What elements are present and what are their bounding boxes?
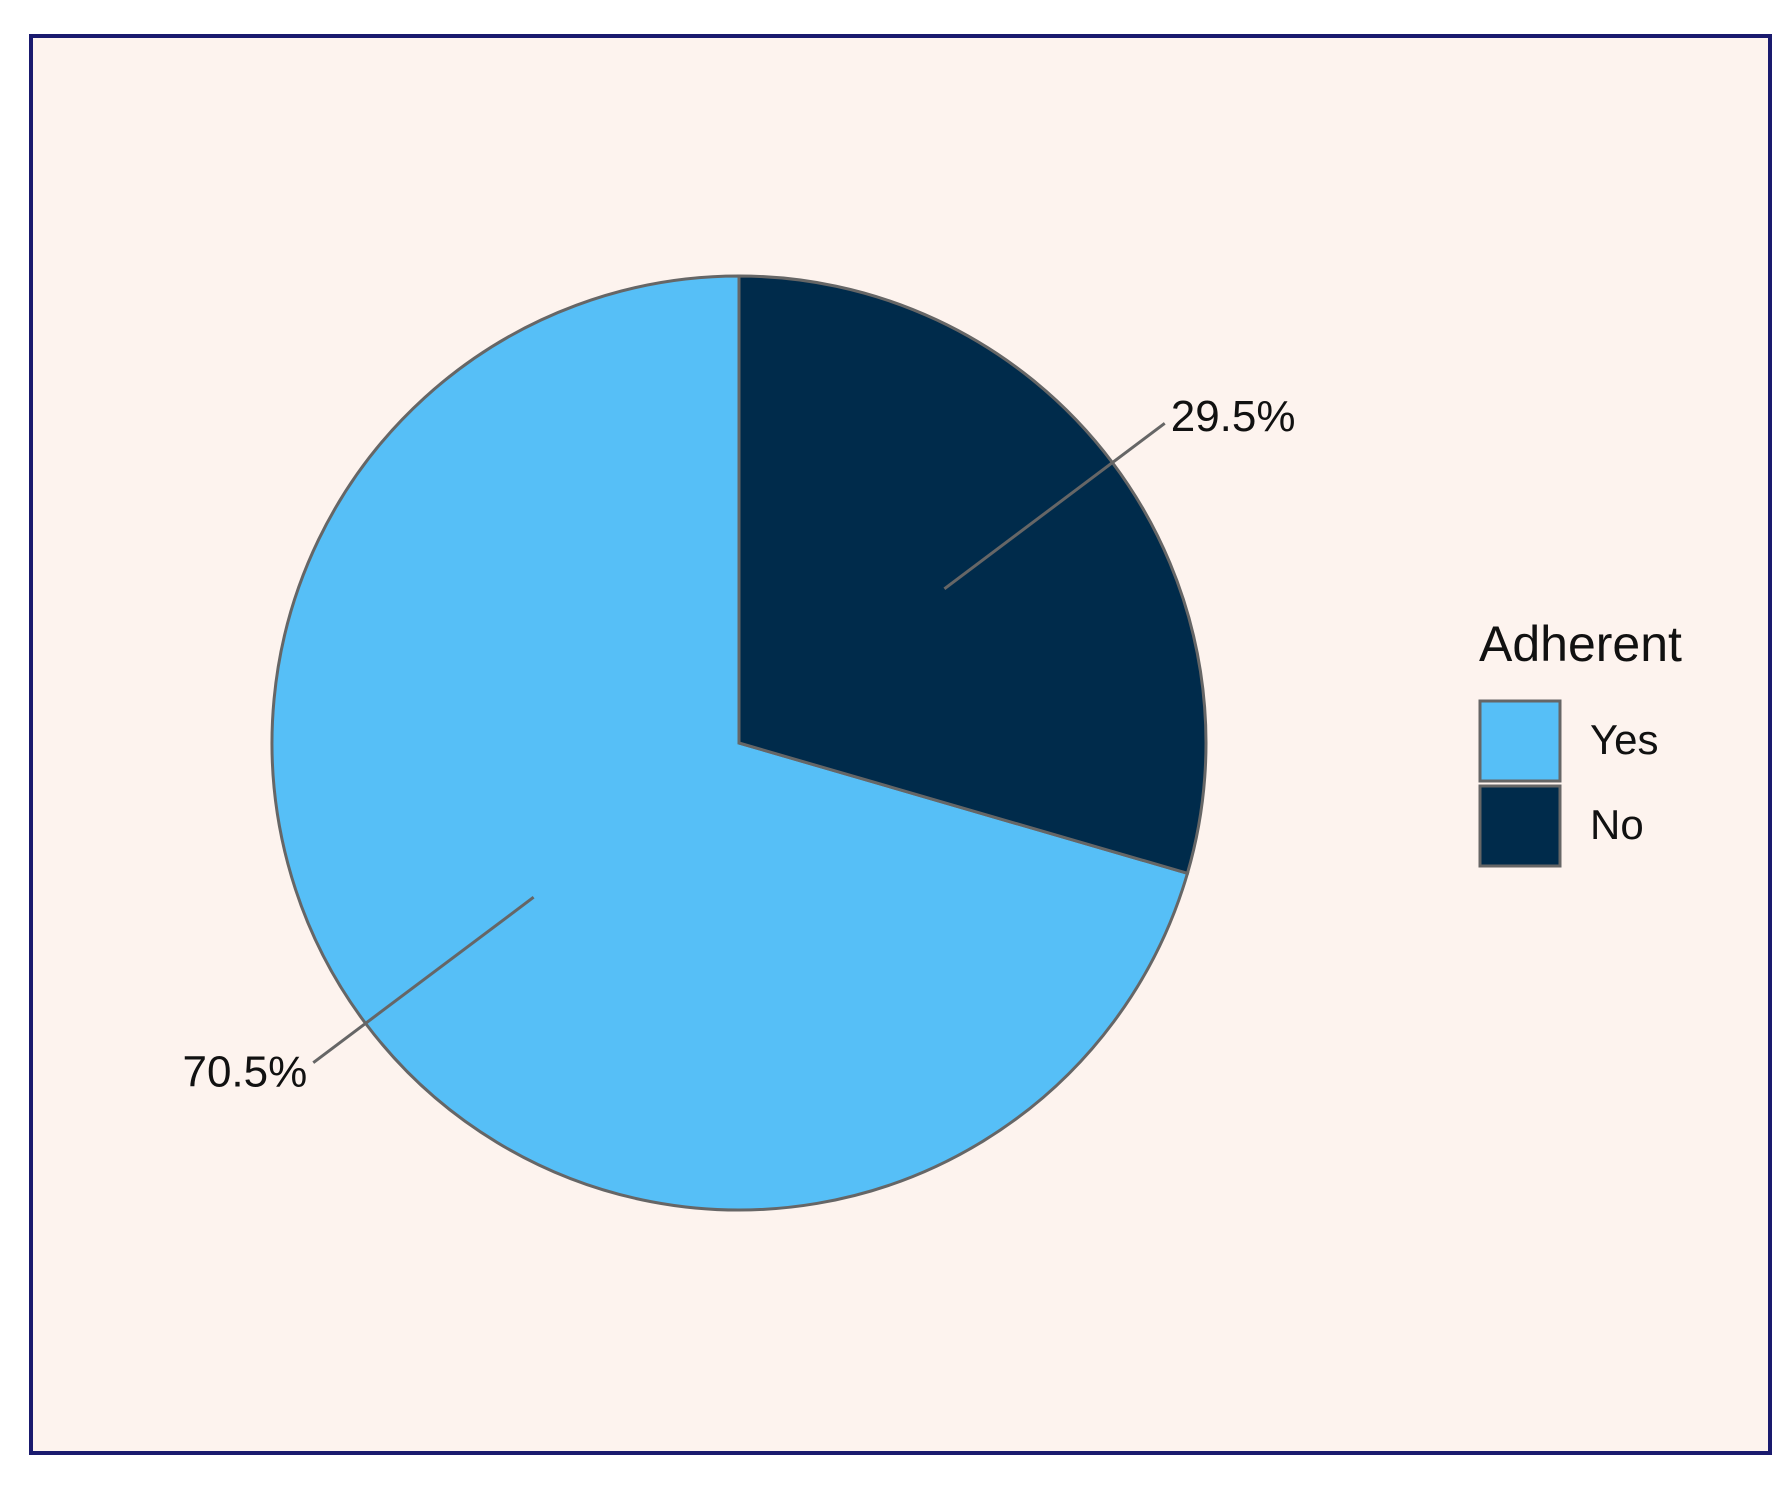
leader-line: [312, 896, 535, 1064]
legend-key: [1478, 699, 1562, 783]
legend-label: No: [1590, 801, 1644, 848]
legend-title: Adherent: [1479, 616, 1682, 672]
leader-line: [943, 422, 1166, 590]
legend-label: Yes: [1590, 716, 1659, 763]
value-label: 29.5%: [1171, 392, 1296, 441]
legend-key: [1478, 784, 1562, 868]
value-label: 70.5%: [182, 1047, 307, 1096]
